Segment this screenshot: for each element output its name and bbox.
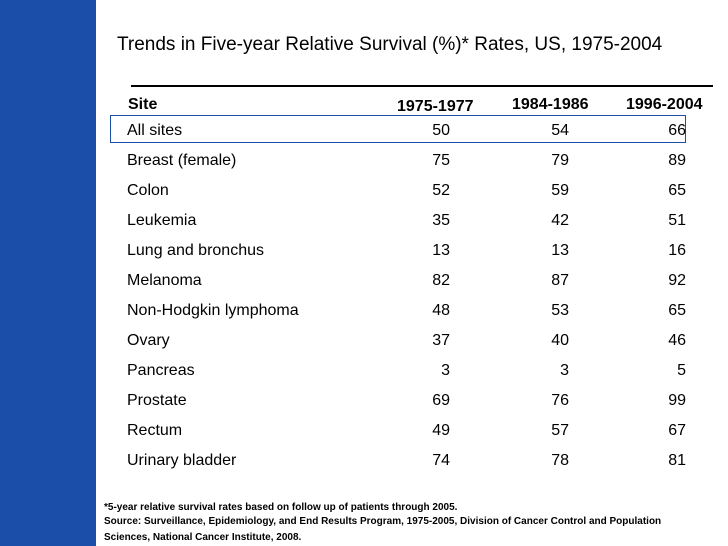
rate-cell-1996-2004: 92 [668,272,686,289]
rate-cell-1984-1986: 59 [551,182,569,199]
rate-cell-1984-1986: 78 [551,452,569,469]
site-cell: Lung and bronchus [127,242,264,259]
rate-cell-1996-2004: 46 [668,332,686,349]
site-cell: Prostate [127,392,187,409]
column-header-1984-1986: 1984-1986 [512,96,589,113]
footnote: *5-year relative survival rates based on… [104,502,704,546]
rate-cell-1975-1977: 37 [432,332,450,349]
rate-cell-1996-2004: 67 [668,422,686,439]
rate-cell-1984-1986: 3 [560,362,569,379]
column-header-1975-1977: 1975-1977 [397,98,474,115]
rate-cell-1996-2004: 89 [668,152,686,169]
site-cell: All sites [127,122,183,139]
site-cell: Non-Hodgkin lymphoma [127,302,299,319]
table-row: Non-Hodgkin lymphoma 48 53 65 [0,296,728,326]
table-row: Lung and bronchus 13 13 16 [0,236,728,266]
table-row: Leukemia 35 42 51 [0,206,728,236]
table-row: Melanoma 82 87 92 [0,266,728,296]
rate-cell-1984-1986: 79 [551,152,569,169]
rate-cell-1984-1986: 57 [551,422,569,439]
site-cell: Ovary [127,332,170,349]
rate-cell-1984-1986: 76 [551,392,569,409]
rate-cell-1975-1977: 52 [432,182,450,199]
rate-cell-1984-1986: 54 [551,122,569,139]
rate-cell-1984-1986: 87 [551,272,569,289]
left-accent-bar [0,0,96,546]
rate-cell-1975-1977: 69 [432,392,450,409]
rate-cell-1984-1986: 13 [551,242,569,259]
rate-cell-1996-2004: 65 [668,182,686,199]
rate-cell-1975-1977: 49 [432,422,450,439]
rate-cell-1984-1986: 42 [551,212,569,229]
site-cell: Colon [127,182,169,199]
highlighted-row-frame [110,115,686,143]
rate-cell-1975-1977: 48 [432,302,450,319]
table-row: Pancreas 3 3 5 [0,356,728,386]
rate-cell-1975-1977: 75 [432,152,450,169]
column-header-site: Site [128,96,158,113]
table-row: Colon 52 59 65 [0,176,728,206]
table-row: Urinary bladder 74 78 81 [0,446,728,476]
rate-cell-1996-2004: 66 [668,122,686,139]
rate-cell-1996-2004: 99 [668,392,686,409]
column-header-1996-2004: 1996-2004 [626,96,703,113]
rate-cell-1996-2004: 51 [668,212,686,229]
site-cell: Breast (female) [127,152,237,169]
rate-cell-1975-1977: 50 [432,122,450,139]
rate-cell-1996-2004: 81 [668,452,686,469]
rate-cell-1996-2004: 5 [677,362,686,379]
rate-cell-1975-1977: 74 [432,452,450,469]
footnote-source: Source: Surveillance, Epidemiology, and … [104,516,662,543]
footnote-note: *5-year relative survival rates based on… [104,502,458,513]
rate-cell-1984-1986: 53 [551,302,569,319]
table-row: Breast (female) 75 79 89 [0,146,728,176]
rate-cell-1996-2004: 16 [668,242,686,259]
table-row: Prostate 69 76 99 [0,386,728,416]
rate-cell-1984-1986: 40 [551,332,569,349]
site-cell: Melanoma [127,272,202,289]
site-cell: Rectum [127,422,183,439]
rate-cell-1996-2004: 65 [668,302,686,319]
page-title: Trends in Five-year Relative Survival (%… [117,34,663,55]
site-cell: Leukemia [127,212,197,229]
table-row: Rectum 49 57 67 [0,416,728,446]
site-cell: Urinary bladder [127,452,237,469]
rate-cell-1975-1977: 35 [432,212,450,229]
site-cell: Pancreas [127,362,195,379]
rate-cell-1975-1977: 13 [432,242,450,259]
table-row: Ovary 37 40 46 [0,326,728,356]
rate-cell-1975-1977: 3 [441,362,450,379]
title-divider [131,85,713,87]
rate-cell-1975-1977: 82 [432,272,450,289]
table-row: All sites 50 54 66 [0,116,728,146]
